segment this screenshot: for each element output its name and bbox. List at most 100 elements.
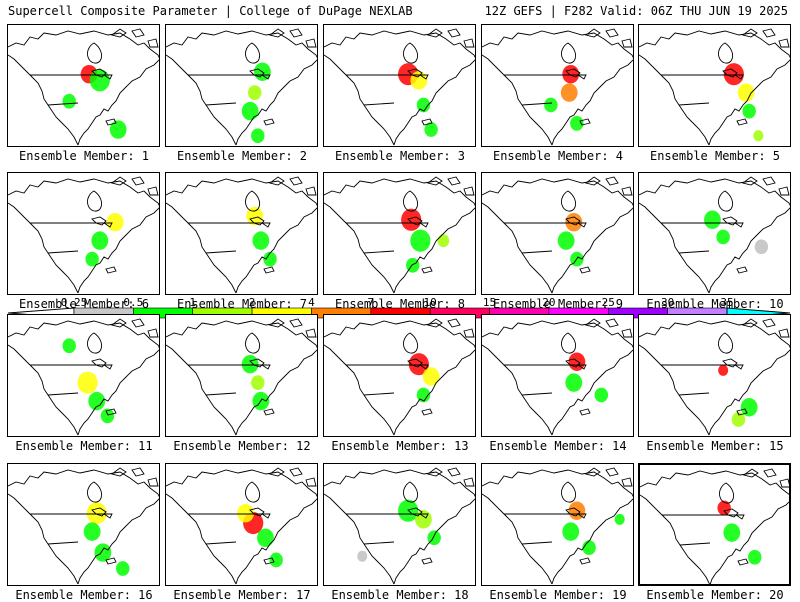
ensemble-member-label: Ensemble Member: 16: [15, 588, 153, 602]
ensemble-map-panel: [165, 463, 318, 586]
scp-contour: [89, 69, 110, 92]
ensemble-member-label: Ensemble Member: 4: [492, 149, 624, 163]
north-america-map: [166, 28, 317, 146]
scp-contour: [557, 231, 575, 250]
scp-contour: [100, 408, 115, 424]
political-border: [346, 222, 424, 254]
scp-contour: [62, 338, 76, 354]
coastline: [639, 178, 790, 294]
great-lakes: [91, 358, 113, 370]
ensemble-member-label: Ensemble Member: 10: [646, 297, 784, 311]
ensemble-map-panel: [165, 24, 318, 147]
scp-contour: [740, 398, 758, 417]
scp-contour: [88, 391, 106, 411]
north-america-map: [639, 318, 790, 436]
ensemble-member-label: Ensemble Member: 5: [649, 149, 781, 163]
scp-contour: [422, 367, 440, 386]
scp-contour: [754, 239, 769, 255]
scp-contour: [717, 500, 731, 516]
scp-contour: [83, 522, 101, 541]
coastline: [324, 320, 475, 436]
ensemble-map-panel: [7, 172, 160, 295]
coastline: [324, 30, 475, 146]
north-america-map: [166, 318, 317, 436]
scp-contour: [716, 229, 730, 245]
coastline: [482, 30, 633, 146]
scp-contour: [248, 85, 262, 101]
coastline: [166, 469, 317, 585]
scp-contour: [437, 234, 450, 248]
scp-contour: [614, 513, 625, 525]
north-america-map: [324, 467, 475, 585]
political-border: [30, 222, 108, 254]
arctic-islands: [737, 468, 789, 566]
scp-contour: [257, 528, 274, 548]
political-border: [504, 74, 582, 106]
north-america-map: [482, 28, 633, 146]
colorbar-tick-label: 0.25: [60, 296, 88, 309]
ensemble-member-label: Ensemble Member: 6: [18, 297, 150, 311]
political-border: [30, 74, 108, 106]
colorbar-tick-label: 4: [308, 296, 315, 309]
scp-contour: [116, 561, 130, 576]
ensemble-member-label: Ensemble Member: 3: [334, 149, 466, 163]
scp-contour: [246, 206, 264, 226]
arctic-islands: [105, 318, 159, 416]
scp-contour: [594, 387, 609, 403]
scp-contour: [748, 549, 762, 565]
coastline: [8, 320, 159, 436]
scp-contour: [251, 375, 265, 391]
north-america-map: [324, 176, 475, 294]
arctic-islands: [263, 176, 317, 274]
ensemble-member-label: Ensemble Member: 7: [176, 297, 308, 311]
scp-contour: [753, 130, 764, 142]
arctic-islands: [579, 28, 633, 126]
map-title: Supercell Composite Parameter | College …: [8, 4, 413, 18]
arctic-islands: [421, 467, 475, 565]
hudson-bay: [245, 190, 261, 212]
political-border: [661, 222, 739, 254]
ensemble-member-label: Ensemble Member: 13: [331, 439, 469, 453]
ensemble-member-label: Ensemble Member: 14: [489, 439, 627, 453]
ensemble-map-panel: [323, 314, 476, 437]
ensemble-map-panel: [7, 463, 160, 586]
ensemble-map-panel: [481, 314, 634, 437]
ensemble-map-panel: [323, 172, 476, 295]
north-america-map: [324, 318, 475, 436]
hudson-bay: [403, 481, 419, 503]
political-border: [346, 364, 424, 396]
scp-contour: [106, 212, 124, 232]
scp-contour: [77, 371, 98, 394]
ensemble-map-panel: [7, 314, 160, 437]
coastline: [639, 320, 790, 436]
colorbar-tick-label: 30: [661, 296, 675, 309]
north-america-map: [8, 176, 159, 294]
political-border: [346, 74, 424, 106]
coastline: [166, 30, 317, 146]
political-border: [188, 74, 266, 106]
arctic-islands: [105, 467, 159, 565]
scp-contour: [582, 540, 596, 556]
political-border: [30, 364, 108, 396]
political-border: [661, 74, 739, 106]
hudson-bay: [87, 332, 103, 354]
arctic-islands: [579, 467, 633, 565]
scp-contour: [85, 251, 99, 267]
political-border: [662, 514, 740, 546]
arctic-islands: [263, 28, 317, 126]
arctic-islands: [421, 176, 475, 274]
ensemble-map-panel: [638, 172, 791, 295]
north-america-map: [8, 318, 159, 436]
arctic-islands: [579, 318, 633, 416]
coastline: [640, 470, 789, 584]
hudson-bay: [719, 482, 735, 504]
north-america-map: [640, 468, 789, 584]
ensemble-map-panel: [7, 24, 160, 147]
colorbar-tick-label: 2: [248, 296, 256, 309]
scp-contour: [86, 502, 107, 525]
arctic-islands: [736, 318, 790, 416]
north-america-map: [166, 176, 317, 294]
scp-contour: [562, 522, 580, 541]
north-america-map: [482, 176, 633, 294]
coastline: [166, 178, 317, 294]
